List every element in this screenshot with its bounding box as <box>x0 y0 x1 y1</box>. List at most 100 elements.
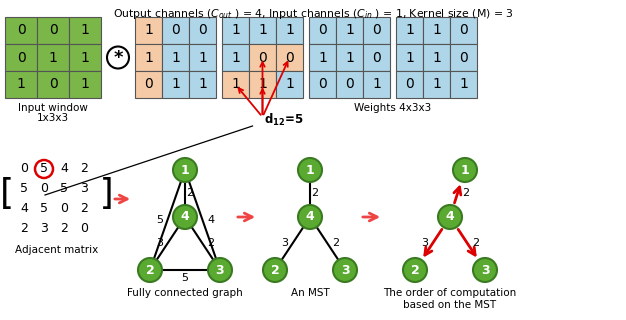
Circle shape <box>403 258 427 282</box>
Bar <box>162 44 189 71</box>
Text: 1: 1 <box>231 77 240 92</box>
Text: 1: 1 <box>171 51 180 65</box>
Bar <box>222 44 249 71</box>
Text: 3: 3 <box>40 222 48 236</box>
Circle shape <box>473 258 497 282</box>
Text: Output channels ($C_{out}$ ) = 4, Input channels ($C_{in}$ ) = 1, Kernel size (M: Output channels ($C_{out}$ ) = 4, Input … <box>113 7 513 21</box>
Bar <box>135 71 162 98</box>
Bar <box>5 44 37 71</box>
Bar <box>5 71 37 98</box>
Text: [: [ <box>0 177 17 211</box>
Bar <box>363 44 390 71</box>
Bar <box>135 17 162 44</box>
Bar <box>162 71 189 98</box>
Text: 1: 1 <box>16 77 26 92</box>
Bar <box>336 44 363 71</box>
Text: 3: 3 <box>481 263 490 276</box>
Text: 1: 1 <box>345 51 354 65</box>
Text: 1: 1 <box>144 51 153 65</box>
Bar <box>69 17 101 44</box>
Text: $\mathbf{d_{12}}$=5: $\mathbf{d_{12}}$=5 <box>265 112 304 128</box>
Text: 0: 0 <box>171 23 180 37</box>
Bar <box>276 44 303 71</box>
Circle shape <box>438 205 462 229</box>
Bar <box>363 71 390 98</box>
Bar <box>5 17 37 44</box>
Text: 1: 1 <box>171 77 180 92</box>
Bar <box>249 44 276 71</box>
Text: 1: 1 <box>285 77 294 92</box>
Text: 2: 2 <box>80 163 88 175</box>
Bar <box>276 17 303 44</box>
Text: 4: 4 <box>60 163 68 175</box>
Text: 0: 0 <box>144 77 153 92</box>
Text: Input window: Input window <box>18 103 88 113</box>
Bar <box>396 44 423 71</box>
Circle shape <box>263 258 287 282</box>
Text: 5: 5 <box>60 182 68 196</box>
Text: 1: 1 <box>285 23 294 37</box>
Text: 1: 1 <box>144 23 153 37</box>
Bar <box>309 17 336 44</box>
Text: 0: 0 <box>49 23 58 37</box>
Text: 2: 2 <box>207 238 214 249</box>
Text: 1: 1 <box>372 77 381 92</box>
Bar <box>249 71 276 98</box>
Text: 2: 2 <box>411 263 419 276</box>
Text: 1: 1 <box>305 164 314 177</box>
Text: 1: 1 <box>81 23 90 37</box>
Text: 2: 2 <box>60 222 68 236</box>
Text: Fully connected graph: Fully connected graph <box>127 288 243 298</box>
Text: 3: 3 <box>421 238 428 249</box>
Text: 0: 0 <box>60 203 68 215</box>
Text: 1: 1 <box>432 23 441 37</box>
Circle shape <box>208 258 232 282</box>
Text: 1: 1 <box>258 77 267 92</box>
Text: 0: 0 <box>285 51 294 65</box>
Text: 0: 0 <box>318 77 327 92</box>
Text: 1: 1 <box>181 164 190 177</box>
Text: 2: 2 <box>146 263 155 276</box>
Text: 1: 1 <box>231 51 240 65</box>
Text: 4: 4 <box>20 203 28 215</box>
Bar <box>189 71 216 98</box>
Text: 0: 0 <box>318 23 327 37</box>
Bar <box>336 17 363 44</box>
Text: 0: 0 <box>372 23 381 37</box>
Text: 2: 2 <box>462 188 469 198</box>
Bar <box>423 44 450 71</box>
Text: 1: 1 <box>198 77 207 92</box>
Text: 2: 2 <box>332 238 339 249</box>
Text: 0: 0 <box>258 51 267 65</box>
Text: *: * <box>113 50 123 68</box>
Text: Adjacent matrix: Adjacent matrix <box>16 245 99 255</box>
Text: 5: 5 <box>156 215 163 225</box>
Text: 0: 0 <box>459 23 468 37</box>
Text: 1: 1 <box>459 77 468 92</box>
Text: 2: 2 <box>187 188 193 198</box>
Text: 0: 0 <box>17 23 26 37</box>
Text: 3: 3 <box>80 182 88 196</box>
Text: 1: 1 <box>81 51 90 65</box>
Text: 2: 2 <box>80 203 88 215</box>
Text: 1: 1 <box>258 23 267 37</box>
Text: 5: 5 <box>182 273 188 283</box>
Bar <box>309 44 336 71</box>
Circle shape <box>298 205 322 229</box>
Text: The order of computation: The order of computation <box>383 288 516 298</box>
Bar <box>249 17 276 44</box>
Text: 4: 4 <box>207 215 214 225</box>
Bar <box>189 44 216 71</box>
Circle shape <box>173 158 197 182</box>
Text: 1: 1 <box>461 164 470 177</box>
Bar <box>189 17 216 44</box>
Text: 1: 1 <box>318 51 327 65</box>
Text: 5: 5 <box>40 203 48 215</box>
Text: 0: 0 <box>17 51 26 65</box>
Bar <box>222 71 249 98</box>
Text: 2: 2 <box>312 188 319 198</box>
Bar <box>336 71 363 98</box>
Circle shape <box>173 205 197 229</box>
Bar <box>423 17 450 44</box>
Text: based on the MST: based on the MST <box>403 300 496 310</box>
